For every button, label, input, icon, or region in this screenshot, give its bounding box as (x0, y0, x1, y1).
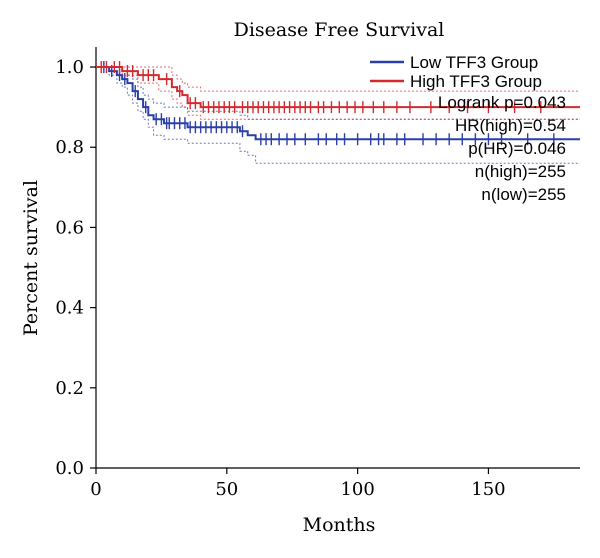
ci-lower-low (96, 66, 580, 164)
y-tick-label: 1.0 (55, 57, 84, 78)
stat-annotation: Logrank p=0.043 (438, 93, 566, 112)
survival-line-low (96, 66, 580, 141)
stat-annotation: n(low)=255 (481, 185, 566, 204)
x-tick-label: 150 (471, 479, 505, 500)
series-low (96, 61, 580, 164)
x-axis-label: Months (303, 514, 376, 536)
y-tick-label: 0.4 (55, 298, 84, 319)
stat-annotation: p(HR)=0.046 (468, 139, 566, 158)
y-tick-label: 0.6 (55, 217, 84, 238)
stat-annotation: HR(high)=0.54 (455, 116, 566, 135)
legend-label: High TFF3 Group (410, 72, 542, 91)
x-tick-label: 0 (90, 479, 101, 500)
legend-label: Low TFF3 Group (410, 53, 538, 72)
y-tick-label: 0.2 (55, 378, 84, 399)
y-axis-label: Percent survival (20, 180, 42, 336)
stats-annotations: Logrank p=0.043 HR(high)=0.54 p(HR)=0.046 n… (438, 93, 566, 204)
y-tick-label: 0.8 (55, 137, 84, 158)
chart-title: Disease Free Survival (234, 19, 445, 41)
ci-upper-high (96, 66, 580, 92)
stat-annotation: n(high)=255 (475, 162, 566, 181)
x-tick-label: 50 (215, 479, 238, 500)
ci-lower-high (96, 66, 580, 120)
y-tick-label: 0.0 (55, 458, 84, 479)
plot-area: 0.0 0.2 0.4 0.6 0.8 1.0 0 50 100 150 (55, 47, 580, 500)
x-tick-label: 100 (340, 479, 374, 500)
series-high (96, 61, 580, 120)
